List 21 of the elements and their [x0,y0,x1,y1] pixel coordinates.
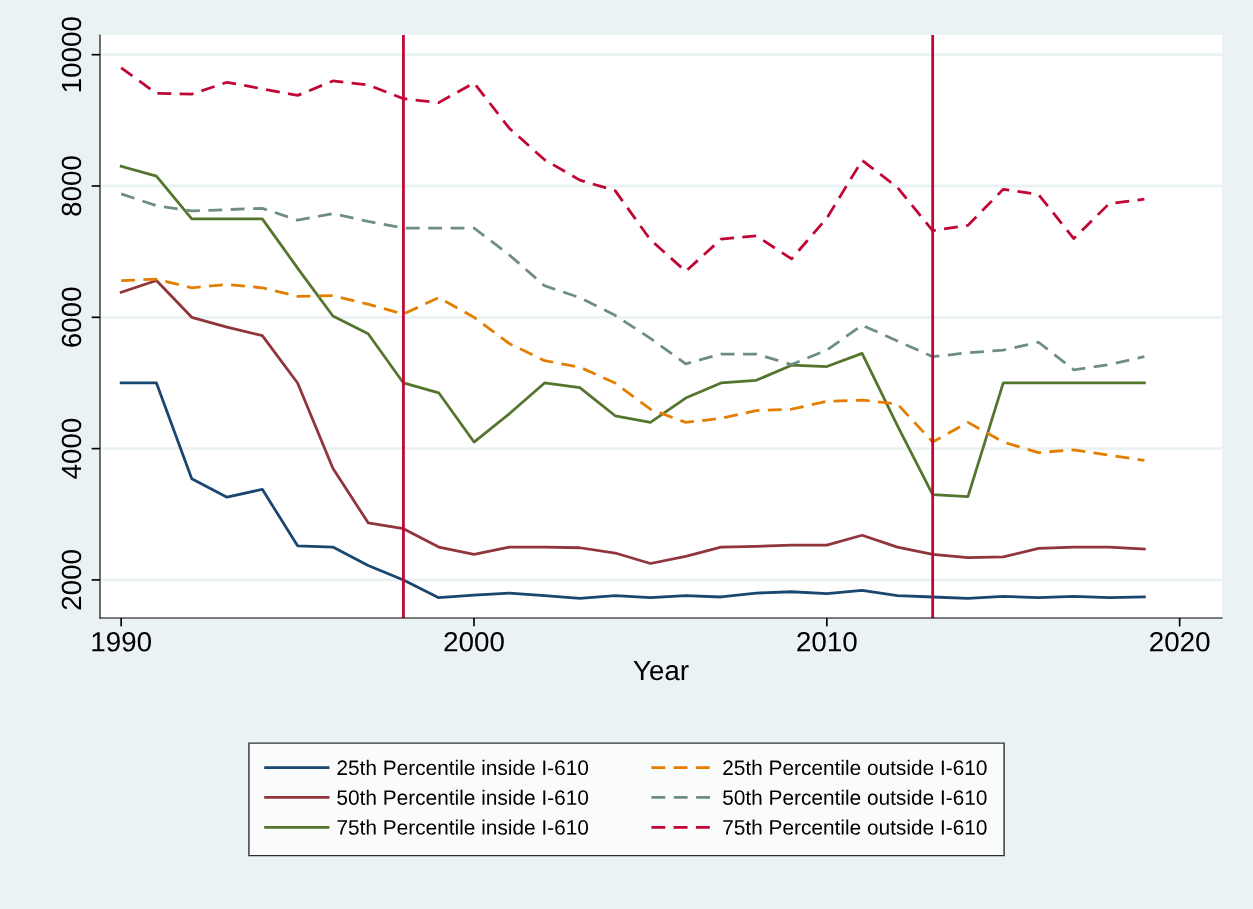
x-tick-label: 2000 [444,631,504,652]
legend-label: 50th Percentile inside I-610 [337,789,589,805]
legend-label: 75th Percentile inside I-610 [337,819,589,835]
x-tick-label: 1990 [92,631,151,652]
line-series [119,381,1146,600]
legend-label: 75th Percentile outside I-610 [723,819,987,835]
line-series [119,192,1146,372]
y-tick-label: 8000 [61,156,82,216]
line-series [119,164,1146,498]
x-tick-label: 2010 [797,631,857,652]
legend-label: 25th Percentile outside I-610 [723,759,987,776]
x-axis-title: Year [633,660,689,681]
legend-label: 50th Percentile outside I-610 [723,789,987,805]
y-tick-label: 6000 [61,287,82,347]
legend-label: 25th Percentile inside I-610 [337,759,589,776]
y-tick-label: 4000 [61,418,82,479]
line-series [119,277,1146,462]
y-tick-label: 2000 [61,550,82,610]
y-tick-label: 10000 [61,17,82,92]
x-tick-label: 2020 [1150,631,1210,652]
line-series [119,279,1146,565]
